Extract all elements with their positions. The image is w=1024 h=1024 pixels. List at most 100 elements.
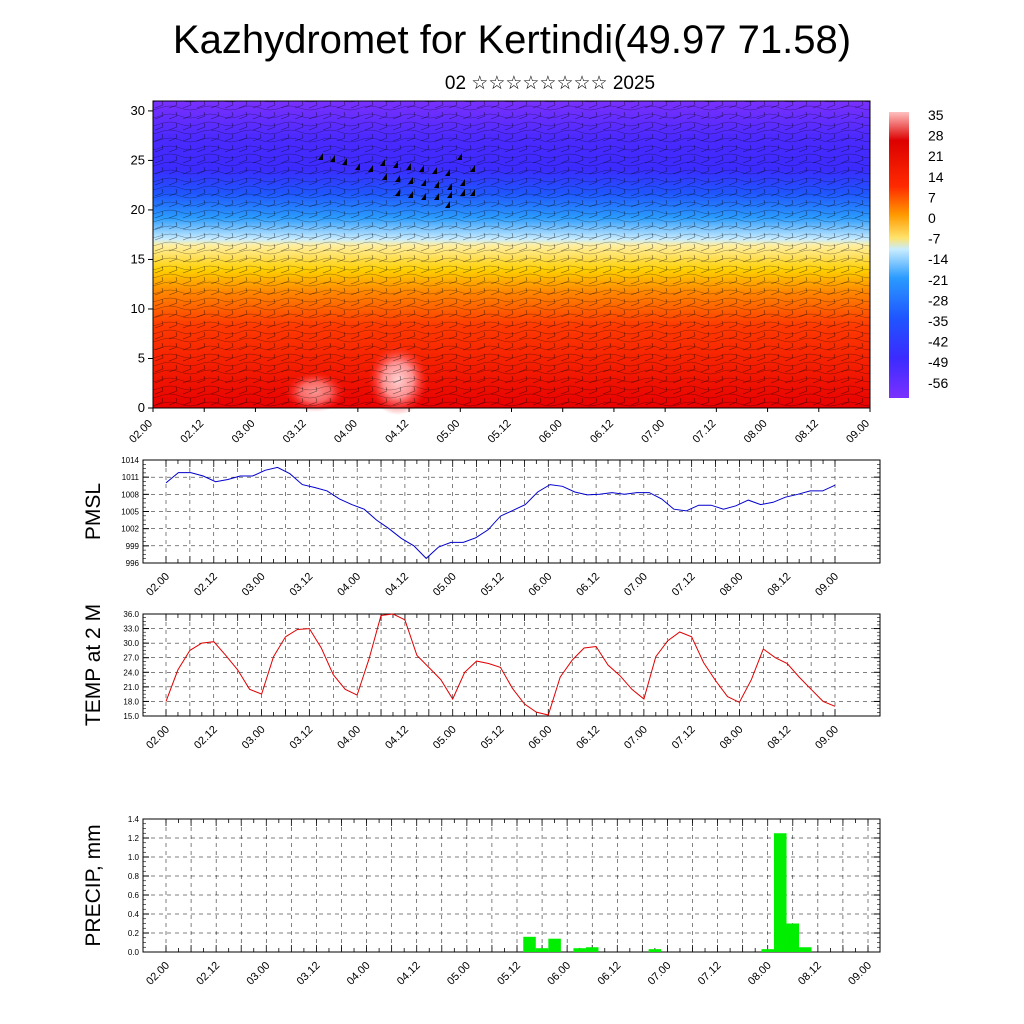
x-tick-label: 08.12 [765,724,793,752]
y-tick-label: 15.0 [123,712,139,721]
x-tick-label: 02.00 [144,571,172,599]
colorbar-label: -21 [928,272,948,288]
x-tick-label: 06.00 [526,724,554,752]
colorbar-label: 28 [928,128,944,144]
data-line [165,613,836,716]
x-tick-label: 04.12 [383,418,411,446]
x-tick-label: 08.12 [796,960,824,988]
panel-frame [142,818,881,953]
wind-flag [395,175,400,182]
precip-bar [585,947,599,952]
wind-flag [470,165,475,172]
y-tick-label: 24.0 [123,668,139,677]
colorbar: 35 28 21 14 7 0 -7 -14 -21 -28 -35 -42 -49 -56 [889,107,948,398]
wind-flag [421,179,426,186]
x-tick-label: 03.12 [281,418,309,446]
y-tick-label: 25 [131,152,145,167]
x-tick-label: 08.00 [742,418,770,446]
y-tick-label: 27.0 [123,654,139,663]
panel-frame [142,613,881,717]
x-tick-label: 04.00 [335,724,363,752]
x-tick-label: 02.12 [194,960,222,988]
precip-bar [786,923,800,952]
temperature-cross-section-panel: 0 5 10 15 20 25 30 02.00 02.12 03.00 03.12 04.00 04… [127,100,872,446]
y-tick-label: 30 [131,103,145,118]
wind-flag [318,153,323,160]
x-tick-label: 02.00 [144,724,172,752]
wind-flag [368,165,373,172]
precip-bar [761,949,774,952]
pmsl-panel: 1014 1011 1008 1005 1002 999 996 02.00 02.12 03.0… [82,456,881,599]
y-tick-label: 15 [131,251,145,266]
x-tick-label: 07.00 [646,960,674,988]
x-tick-label: 07.12 [696,960,724,988]
wind-flag [355,163,360,170]
x-tick-label: 03.12 [288,571,316,599]
y-tick-label: 0.6 [128,891,140,900]
x-tick-label: 03.00 [240,571,268,599]
x-tick-label: 02.12 [178,418,206,446]
x-tick-label: 09.00 [844,418,872,446]
wind-flag [447,191,452,198]
x-tick-label: 03.12 [288,724,316,752]
y-tick-label: 1008 [121,490,139,499]
colorbar-label: -28 [928,292,948,308]
colorbar-label: 21 [928,148,944,164]
y-tick-label: 1014 [121,456,139,465]
x-tick-label: 05.00 [431,724,459,752]
wind-flag [421,193,426,200]
x-tick-label: 05.00 [431,571,459,599]
temp2m-panel: 36.0 33.0 30.0 27.0 24.0 21.0 18.0 15.0 02.00 02.… [82,604,881,752]
y-axis-label: PMSL [82,483,105,540]
y-tick-label: 0.4 [128,910,140,919]
x-tick-label: 02.12 [192,571,220,599]
x-tick-label: 04.12 [383,724,411,752]
x-tick-label: 06.00 [537,418,565,446]
x-tick-label: 07.12 [691,418,719,446]
wind-flag [382,173,387,180]
wind-flag [408,191,413,198]
x-tick-label: 07.12 [670,724,698,752]
chart-subtitle: 02 ☆☆☆☆☆☆☆☆ 2025 [444,73,656,94]
strong-wind-flags [318,153,475,208]
precip-bar [548,938,561,952]
x-tick-label: 07.00 [622,724,650,752]
y-tick-label: 20 [131,202,145,217]
wind-flag [342,158,347,165]
colorbar-labels: 35 28 21 14 7 0 -7 -14 -21 -28 -35 -42 -49 -56 [928,107,948,391]
precip-bar [648,949,662,952]
precip-panel: 1.4 1.2 1.0 0.8 0.6 0.4 0.2 0.0 02.00 02.12 03.00 0… [82,815,881,988]
x-tick-label: 06.12 [574,724,602,752]
wind-flag [445,201,450,208]
x-tick-label: 02.00 [144,960,172,988]
y-tick-label: 1.2 [128,834,140,843]
y-tick-label: 1.4 [128,815,140,824]
colorbar-label: 14 [928,169,944,185]
x-tick-label: 04.12 [383,571,411,599]
colorbar-label: -14 [928,251,948,267]
heatmap-y-axis: 0 5 10 15 20 25 30 [131,103,153,415]
x-tick-label: 02.12 [192,724,220,752]
x-tick-label: 07.00 [622,571,650,599]
x-tick-label: 02.00 [127,418,155,446]
x-tick-label: 08.12 [793,418,821,446]
precip-bar [523,936,536,952]
colorbar-gradient [889,112,909,398]
x-tick-label: 03.12 [295,960,323,988]
y-tick-label: 996 [126,559,140,568]
y-tick-label: 0 [138,400,145,415]
x-tick-label: 09.00 [846,960,874,988]
x-tick-label: 08.12 [765,571,793,599]
heatmap-x-axis: 02.00 02.12 03.00 03.12 04.00 04.12 05.00 05.12… [127,408,872,446]
x-tick-label: 06.12 [595,960,623,988]
x-tick-label: 04.12 [395,960,423,988]
x-tick-label: 05.00 [434,418,462,446]
x-tick-label: 05.12 [479,571,507,599]
y-tick-label: 1.0 [128,853,140,862]
wind-flag [457,153,462,160]
colorbar-label: -49 [928,354,948,370]
x-tick-label: 05.12 [495,960,523,988]
wind-flag [447,183,452,190]
colorbar-label: -42 [928,334,948,350]
wind-flag [434,193,439,200]
